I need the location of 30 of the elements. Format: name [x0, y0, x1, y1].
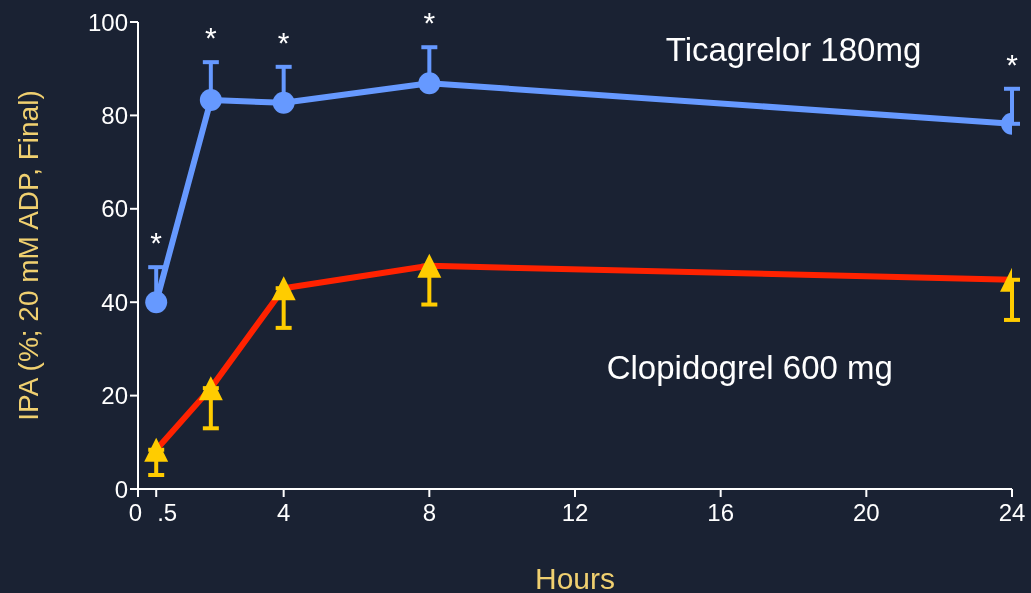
- point: [144, 437, 169, 462]
- x-tick-label: 24: [998, 499, 1026, 526]
- x-tick-label: 8: [422, 499, 437, 526]
- y-tick-label: 0: [114, 475, 128, 503]
- annotation: *: [1006, 47, 1019, 81]
- x-tick-label: .5: [157, 499, 178, 526]
- y-axis-title: IPA (%; 20 mM ADP, Final): [12, 90, 44, 421]
- annotation: *: [277, 25, 290, 59]
- y-tick-label: 60: [101, 195, 128, 223]
- x-tick-label: 12: [561, 499, 589, 526]
- point: [417, 253, 442, 278]
- x-tick-label: 16: [707, 499, 735, 526]
- y-tick-label: 20: [101, 382, 128, 410]
- point: [199, 88, 222, 111]
- series-label: Ticagrelor 180mg: [665, 31, 922, 70]
- point: [418, 72, 441, 95]
- y-tick-label: 100: [87, 8, 128, 36]
- point: [198, 376, 223, 401]
- point: [271, 276, 296, 301]
- point: [272, 91, 295, 114]
- text: Clopidogrel 600 mg: [606, 348, 893, 387]
- annotation: *: [150, 226, 163, 260]
- annotation: *: [423, 6, 436, 40]
- point: [145, 291, 168, 314]
- x-axis-title: Hours: [534, 562, 616, 593]
- y-tick-label: 80: [101, 101, 128, 129]
- y-tick-label: 40: [101, 288, 128, 316]
- x-tick-label: 20: [852, 499, 880, 526]
- x-tick-label: 4: [276, 499, 291, 526]
- annotation: *: [204, 21, 217, 55]
